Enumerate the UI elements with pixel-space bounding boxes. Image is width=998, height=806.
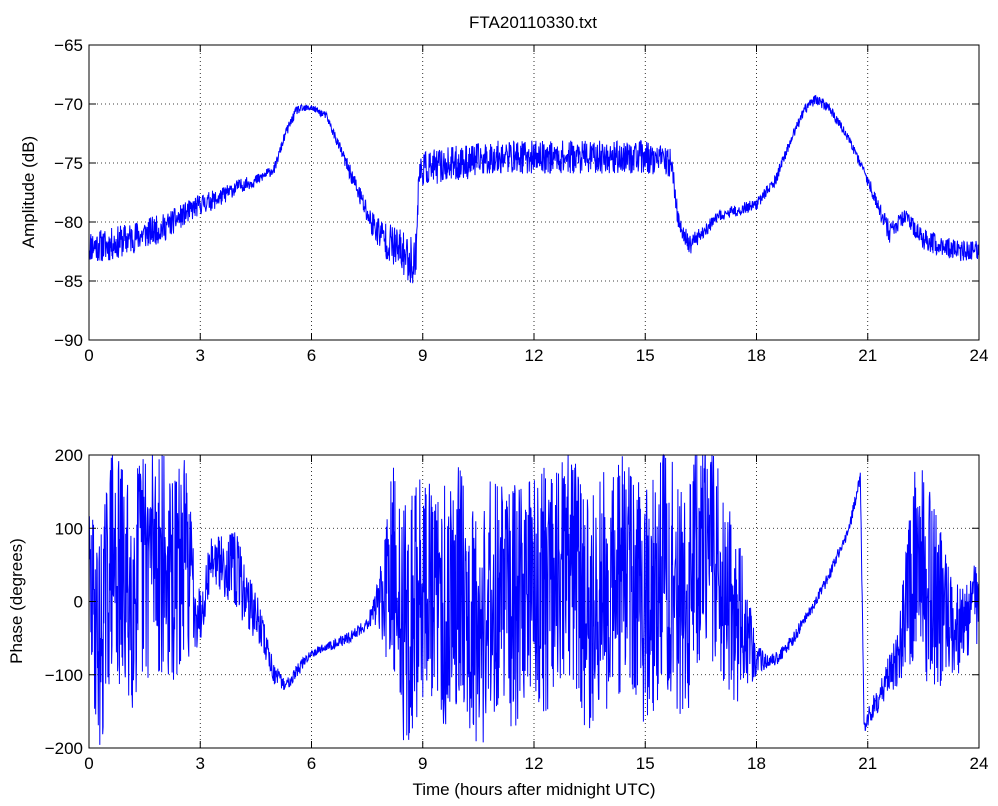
- amplitude-trace: [88, 94, 980, 284]
- phase-y-tick-label: −200: [45, 739, 83, 758]
- figure-title: FTA20110330.txt: [469, 13, 597, 32]
- amplitude-x-tick-label: 15: [636, 346, 655, 365]
- amplitude-y-tick-label: −65: [54, 36, 83, 55]
- phase-y-tick-label: 100: [55, 519, 83, 538]
- phase-x-tick-label: 6: [307, 754, 316, 773]
- amplitude-y-tick-label: −80: [54, 213, 83, 232]
- amplitude-x-tick-label: 21: [858, 346, 877, 365]
- phase-x-tick-label: 24: [970, 754, 989, 773]
- phase-x-tick-label: 12: [525, 754, 544, 773]
- phase-series-line: [88, 453, 980, 745]
- amplitude-x-ticks: 0 3 6 9 12 15 18 21 24: [84, 45, 988, 365]
- phase-y-axis-label: Phase (degrees): [7, 538, 26, 664]
- phase-x-tick-label: 0: [84, 754, 93, 773]
- amplitude-y-ticks: −90 −85 −80 −75 −70 −65: [54, 36, 979, 350]
- phase-y-tick-label: 200: [55, 446, 83, 465]
- phase-x-tick-label: 3: [196, 754, 205, 773]
- phase-x-ticks: 0 3 6 9 12 15 18 21 24: [84, 455, 988, 773]
- phase-x-tick-label: 21: [858, 754, 877, 773]
- amplitude-y-tick-label: −75: [54, 154, 83, 173]
- amplitude-x-tick-label: 9: [418, 346, 427, 365]
- phase-x-tick-label: 9: [418, 754, 427, 773]
- amplitude-axes: 0 3 6 9 12 15 18 21 24 −90 −85 −80 −75 −70 −65 Amplit…: [19, 36, 988, 365]
- amplitude-y-axis-label: Amplitude (dB): [19, 136, 38, 248]
- phase-x-tick-label: 18: [747, 754, 766, 773]
- phase-y-tick-label: 0: [74, 593, 83, 612]
- phase-y-ticks: −200 −100 0 100 200: [45, 446, 979, 758]
- amplitude-x-tick-label: 6: [307, 346, 316, 365]
- amplitude-x-tick-label: 24: [970, 346, 989, 365]
- amplitude-x-tick-label: 0: [84, 346, 93, 365]
- phase-axes: 0 3 6 9 12 15 18 21 24 −200 −100 0 100 200 Phase (de…: [7, 446, 988, 799]
- amplitude-x-tick-label: 12: [525, 346, 544, 365]
- amplitude-y-tick-label: −70: [54, 95, 83, 114]
- amplitude-plot-area: [89, 45, 979, 340]
- amplitude-x-tick-label: 3: [196, 346, 205, 365]
- phase-y-tick-label: −100: [45, 666, 83, 685]
- phase-x-axis-label: Time (hours after midnight UTC): [412, 780, 655, 799]
- amplitude-x-tick-label: 18: [747, 346, 766, 365]
- amplitude-y-tick-label: −90: [54, 331, 83, 350]
- amplitude-y-tick-label: −85: [54, 272, 83, 291]
- phase-trace: [88, 453, 980, 745]
- phase-x-tick-label: 15: [636, 754, 655, 773]
- amplitude-series-line: [88, 94, 980, 284]
